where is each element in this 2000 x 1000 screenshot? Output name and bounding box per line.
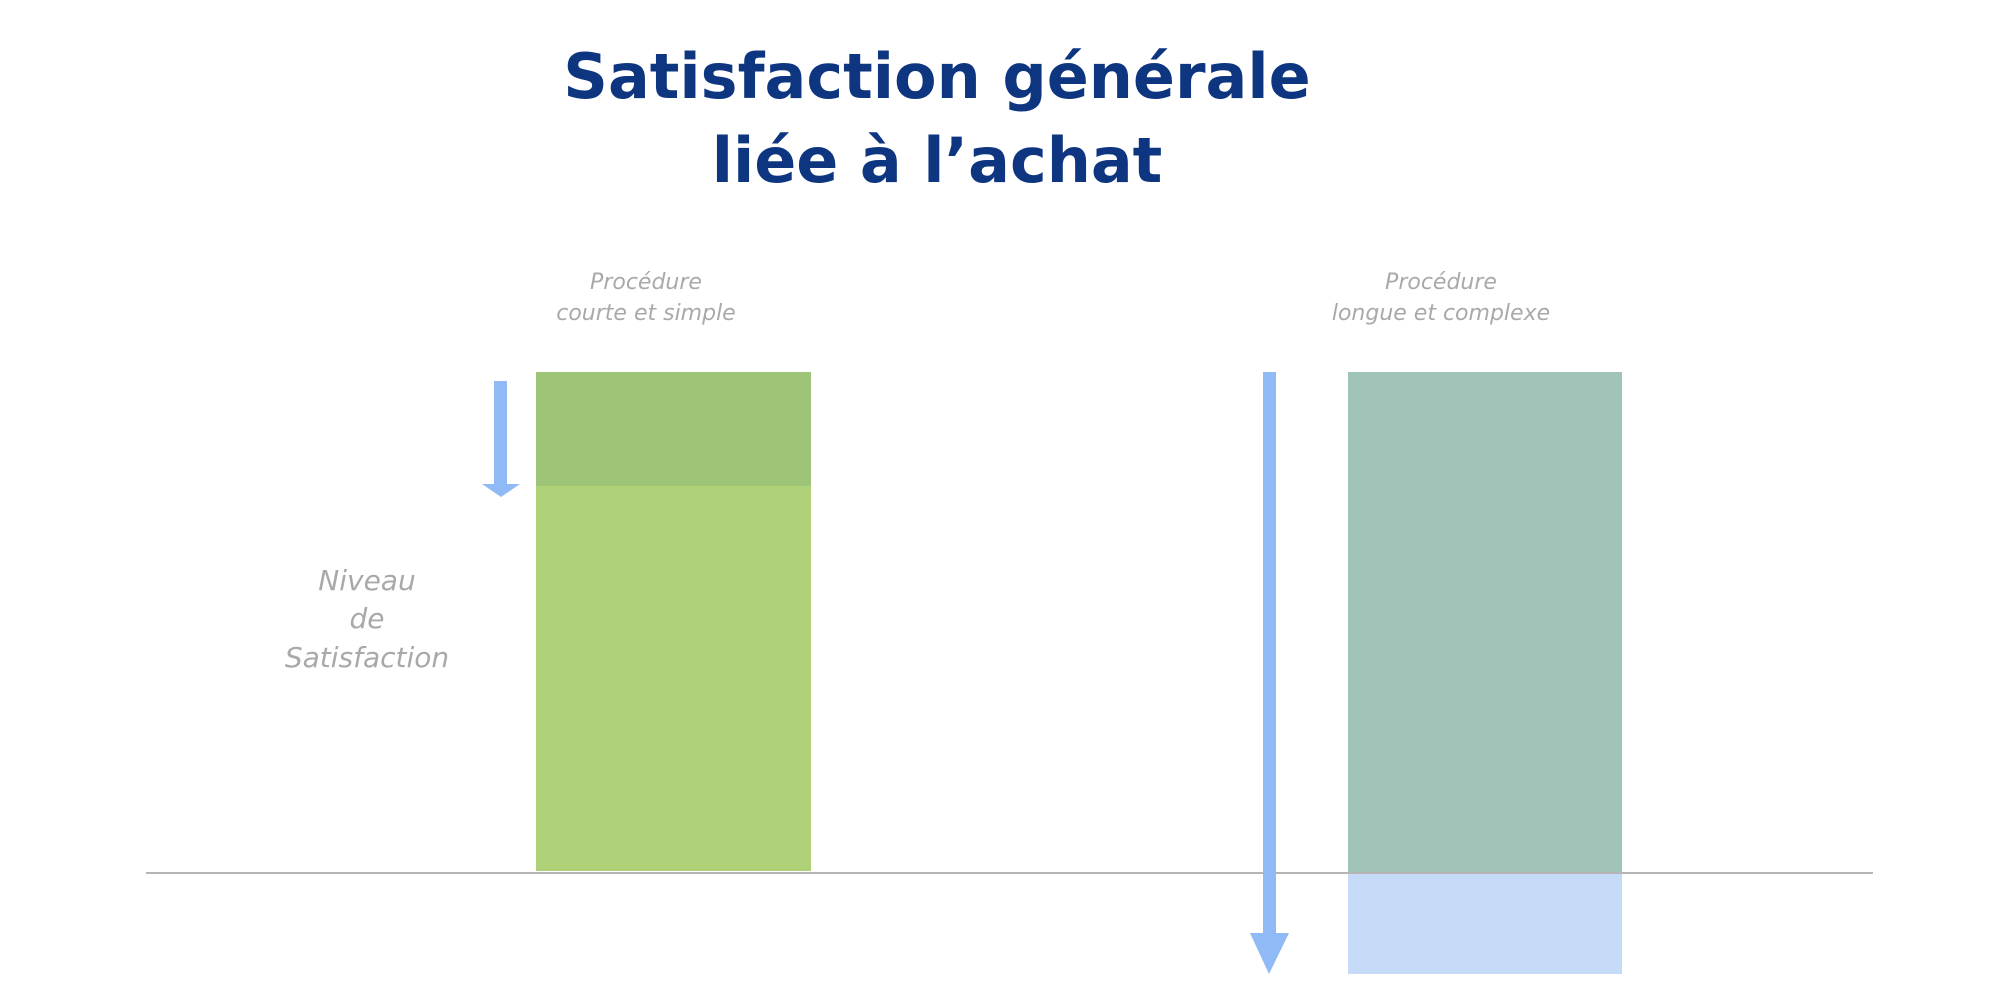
bar [536, 486, 811, 871]
arrow-head [1250, 933, 1289, 974]
axis-label: de [350, 602, 385, 635]
column-label: courte et simple [556, 301, 735, 326]
arrow-shaft [494, 381, 507, 484]
arrow-shaft [1263, 372, 1276, 933]
bar-below [1348, 872, 1622, 974]
column-label: longue et complexe [1332, 301, 1550, 326]
bar [1348, 372, 1622, 872]
title-line: liée à l’achat [712, 124, 1163, 197]
axis-label: Niveau [318, 564, 415, 597]
axis-label: Satisfaction [285, 641, 449, 674]
column-label: Procédure [590, 270, 702, 295]
arrow-head [482, 484, 520, 497]
title-line: Satisfaction générale [563, 40, 1310, 113]
bar-top [536, 372, 811, 486]
column-label: Procédure [1385, 270, 1497, 295]
